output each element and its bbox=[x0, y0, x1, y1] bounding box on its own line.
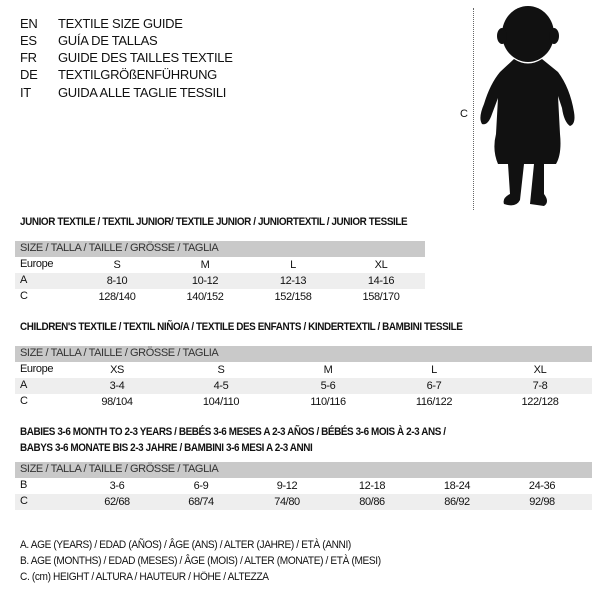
table-cell: 140/152 bbox=[186, 291, 224, 303]
table-cell: 7-8 bbox=[532, 380, 548, 392]
children-section-title: CHILDREN'S TEXTILE / TEXTIL NIÑO/A / TEX… bbox=[20, 321, 463, 333]
table-row: C 98/104 104/110 110/116 116/122 122/128 bbox=[15, 394, 592, 410]
table-row: A 3-4 4-5 5-6 6-7 7-8 bbox=[15, 378, 592, 394]
lang-title: GUIDA ALLE TAGLIE TESSILI bbox=[58, 85, 227, 100]
table-cell: 152/158 bbox=[274, 291, 312, 303]
table-header-label: SIZE / TALLA / TAILLE / GRÖSSE / TAGLIA bbox=[20, 463, 219, 475]
table-header-row: SIZE / TALLA / TAILLE / GRÖSSE / TAGLIA bbox=[15, 346, 592, 362]
table-cell: 12-13 bbox=[279, 275, 307, 287]
table-cell: 110/116 bbox=[310, 396, 346, 408]
baby-silhouette-icon bbox=[480, 6, 575, 206]
babies-section-title-2: BABYS 3-6 MONATE BIS 2-3 JAHRE / BAMBINI… bbox=[20, 442, 313, 454]
table-cell: XS bbox=[110, 364, 124, 376]
lang-title: GUIDE DES TAILLES TEXTILE bbox=[58, 50, 233, 65]
table-cell: 92/98 bbox=[529, 496, 555, 508]
table-cell: 86/92 bbox=[444, 496, 470, 508]
table-cell: 14-16 bbox=[367, 275, 395, 287]
lang-code: EN bbox=[20, 16, 38, 31]
table-header-row: SIZE / TALLA / TAILLE / GRÖSSE / TAGLIA bbox=[15, 462, 592, 478]
table-cell: M bbox=[323, 364, 333, 376]
lang-title: TEXTILE SIZE GUIDE bbox=[58, 16, 183, 31]
row-label: C bbox=[20, 290, 28, 302]
table-cell: L bbox=[431, 364, 437, 376]
table-cell: 122/128 bbox=[521, 396, 559, 408]
table-cell: 80/86 bbox=[359, 496, 385, 508]
lang-code: FR bbox=[20, 50, 37, 65]
table-cell: 12-18 bbox=[358, 480, 386, 492]
lang-code: IT bbox=[20, 85, 31, 100]
junior-section-title: JUNIOR TEXTILE / TEXTIL JUNIOR/ TEXTILE … bbox=[20, 216, 408, 228]
table-row: Europe XS S M L XL bbox=[15, 362, 592, 378]
row-label: C bbox=[20, 395, 28, 407]
row-label: A bbox=[20, 274, 27, 286]
table-cell: 18-24 bbox=[443, 480, 471, 492]
table-row: C 128/140 140/152 152/158 158/170 bbox=[15, 289, 425, 305]
table-cell: 158/170 bbox=[362, 291, 400, 303]
table-cell: 6-7 bbox=[426, 380, 442, 392]
babies-size-table: SIZE / TALLA / TAILLE / GRÖSSE / TAGLIA B… bbox=[15, 462, 592, 510]
babies-section-title: BABIES 3-6 MONTH TO 2-3 YEARS / BEBÉS 3-… bbox=[20, 426, 446, 438]
row-label: Europe bbox=[20, 258, 54, 270]
table-cell: 3-4 bbox=[109, 380, 125, 392]
table-cell: 3-6 bbox=[109, 480, 125, 492]
row-label: A bbox=[20, 379, 27, 391]
table-cell: 24-36 bbox=[528, 480, 556, 492]
row-label: B bbox=[20, 479, 27, 491]
junior-size-table: SIZE / TALLA / TAILLE / GRÖSSE / TAGLIA E… bbox=[15, 241, 425, 305]
table-cell: S bbox=[113, 259, 121, 271]
table-header-label: SIZE / TALLA / TAILLE / GRÖSSE / TAGLIA bbox=[20, 242, 219, 254]
table-cell: 8-10 bbox=[106, 275, 128, 287]
row-label: C bbox=[20, 495, 28, 507]
legend-b: B. AGE (MONTHS) / EDAD (MESES) / ÂGE (MO… bbox=[20, 555, 381, 567]
table-header-row: SIZE / TALLA / TAILLE / GRÖSSE / TAGLIA bbox=[15, 241, 425, 257]
table-cell: L bbox=[290, 259, 296, 271]
table-cell: 9-12 bbox=[276, 480, 298, 492]
table-cell: 98/104 bbox=[101, 396, 133, 408]
table-cell: 116/122 bbox=[415, 396, 453, 408]
table-cell: 74/80 bbox=[274, 496, 300, 508]
legend-a: A. AGE (YEARS) / EDAD (AÑOS) / ÂGE (ANS)… bbox=[20, 539, 351, 551]
table-cell: 10-12 bbox=[191, 275, 219, 287]
table-cell: 104/110 bbox=[202, 396, 240, 408]
table-row: Europe S M L XL bbox=[15, 257, 425, 273]
children-size-table: SIZE / TALLA / TAILLE / GRÖSSE / TAGLIA E… bbox=[15, 346, 592, 410]
height-marker-label: C bbox=[460, 108, 468, 120]
table-cell: 4-5 bbox=[213, 380, 229, 392]
height-measure-line bbox=[473, 8, 474, 210]
table-cell: S bbox=[217, 364, 225, 376]
table-cell: 68/74 bbox=[188, 496, 214, 508]
lang-title: TEXTILGRÖßENFÜHRUNG bbox=[58, 67, 217, 82]
lang-title: GUÍA DE TALLAS bbox=[58, 33, 158, 48]
lang-code: DE bbox=[20, 67, 38, 82]
table-header-label: SIZE / TALLA / TAILLE / GRÖSSE / TAGLIA bbox=[20, 347, 219, 359]
row-label: Europe bbox=[20, 363, 54, 375]
lang-code: ES bbox=[20, 33, 37, 48]
table-row: C 62/68 68/74 74/80 80/86 86/92 92/98 bbox=[15, 494, 592, 510]
table-cell: XL bbox=[374, 259, 388, 271]
table-row: B 3-6 6-9 9-12 12-18 18-24 24-36 bbox=[15, 478, 592, 494]
table-cell: 5-6 bbox=[320, 380, 336, 392]
table-cell: 6-9 bbox=[193, 480, 209, 492]
legend-c: C. (cm) HEIGHT / ALTURA / HAUTEUR / HÖHE… bbox=[20, 571, 269, 583]
table-cell: XL bbox=[533, 364, 547, 376]
table-cell: 128/140 bbox=[98, 291, 136, 303]
table-cell: 62/68 bbox=[104, 496, 130, 508]
table-cell: M bbox=[200, 259, 210, 271]
table-row: A 8-10 10-12 12-13 14-16 bbox=[15, 273, 425, 289]
